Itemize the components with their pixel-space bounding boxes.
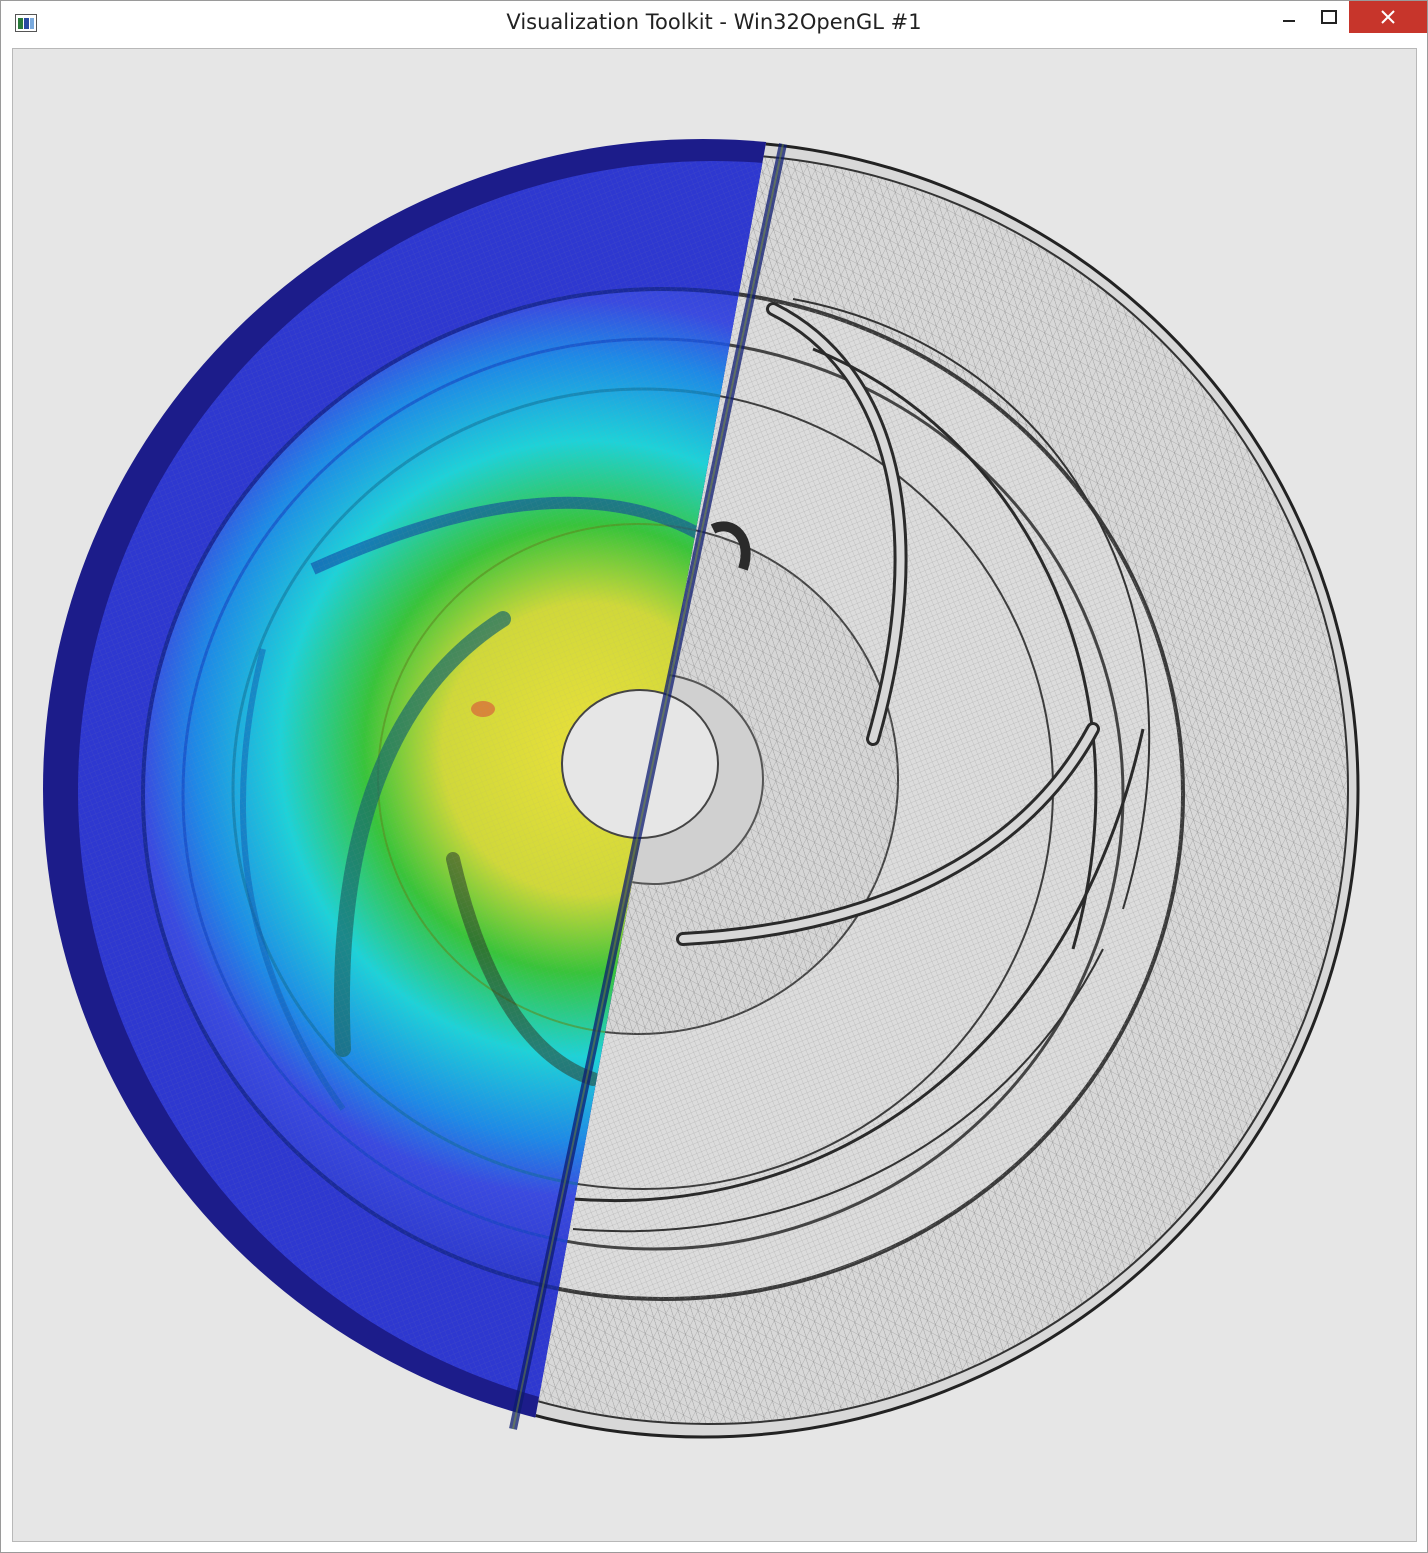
render-viewport[interactable] <box>12 48 1417 1542</box>
window-title: Visualization Toolkit - Win32OpenGL #1 <box>506 10 922 34</box>
cut-plane-edge <box>509 143 787 1430</box>
title-bar[interactable]: Visualization Toolkit - Win32OpenGL #1 <box>1 1 1427 47</box>
vtk-window-icon <box>15 14 37 32</box>
close-icon <box>1381 10 1395 24</box>
maximize-button[interactable] <box>1306 1 1352 33</box>
minimize-icon <box>1283 20 1295 22</box>
impeller-render[interactable] <box>13 49 1416 1541</box>
minimize-button[interactable] <box>1266 1 1312 33</box>
maximize-icon <box>1321 10 1337 24</box>
close-button[interactable] <box>1349 1 1427 33</box>
